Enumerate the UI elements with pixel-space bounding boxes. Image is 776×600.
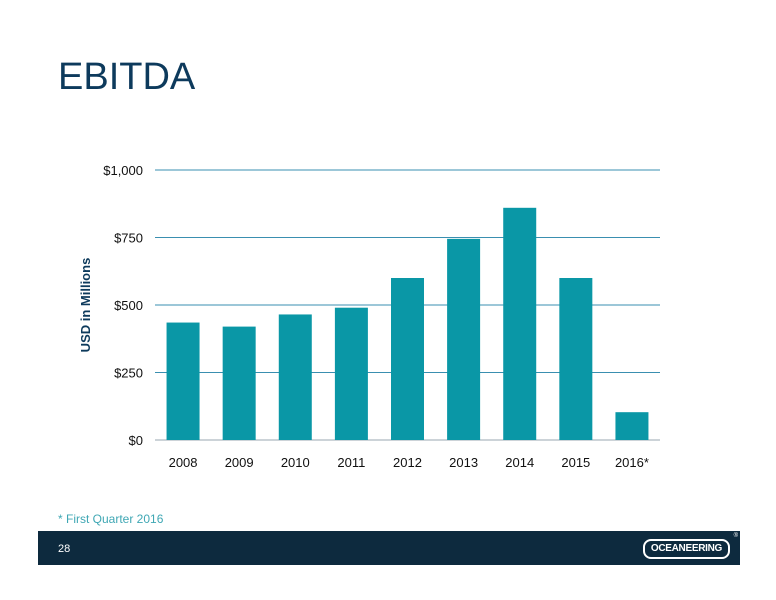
- bar-2012: [391, 278, 424, 440]
- x-tick-label: 2014: [505, 455, 534, 470]
- bar-2011: [334, 307, 368, 440]
- footnote: * First Quarter 2016: [58, 512, 164, 526]
- page-number: 28: [58, 543, 71, 555]
- bars: [166, 207, 649, 440]
- y-axis-label: USD in Millions: [78, 258, 93, 353]
- bar-2008: [166, 322, 200, 440]
- x-tick-label: 2013: [449, 455, 478, 470]
- x-tick-label: 2012: [393, 455, 422, 470]
- x-tick-labels: 2008 2009 2010 2011 2012 2013 2014 2015 2016*: [169, 455, 649, 470]
- x-tick-label: 2008: [169, 455, 198, 470]
- y-tick-labels: $0 $250 $500 $750 $1,000: [103, 163, 143, 448]
- bar-2010: [278, 314, 312, 440]
- y-tick-label: $250: [114, 366, 143, 381]
- y-tick-label: $0: [129, 433, 143, 448]
- footer-bar: 28 OCEANEERING ®: [38, 531, 740, 565]
- y-tick-label: $1,000: [103, 163, 143, 178]
- y-tick-label: $500: [114, 298, 143, 313]
- slide-title: EBITDA: [58, 56, 196, 98]
- bar-2016: [615, 412, 649, 440]
- x-tick-label: 2015: [561, 455, 590, 470]
- y-tick-label: $750: [114, 231, 143, 246]
- x-tick-label: 2009: [225, 455, 254, 470]
- oceaneering-logo: OCEANEERING: [642, 539, 730, 559]
- bar-2015: [559, 278, 593, 440]
- registered-mark: ®: [733, 533, 738, 539]
- x-tick-label: 2010: [281, 455, 310, 470]
- bar-2014: [503, 207, 537, 440]
- bar-2009: [222, 326, 256, 440]
- x-tick-label: 2011: [337, 455, 365, 470]
- x-tick-label: 2016*: [615, 455, 649, 470]
- bar-2013: [447, 238, 481, 440]
